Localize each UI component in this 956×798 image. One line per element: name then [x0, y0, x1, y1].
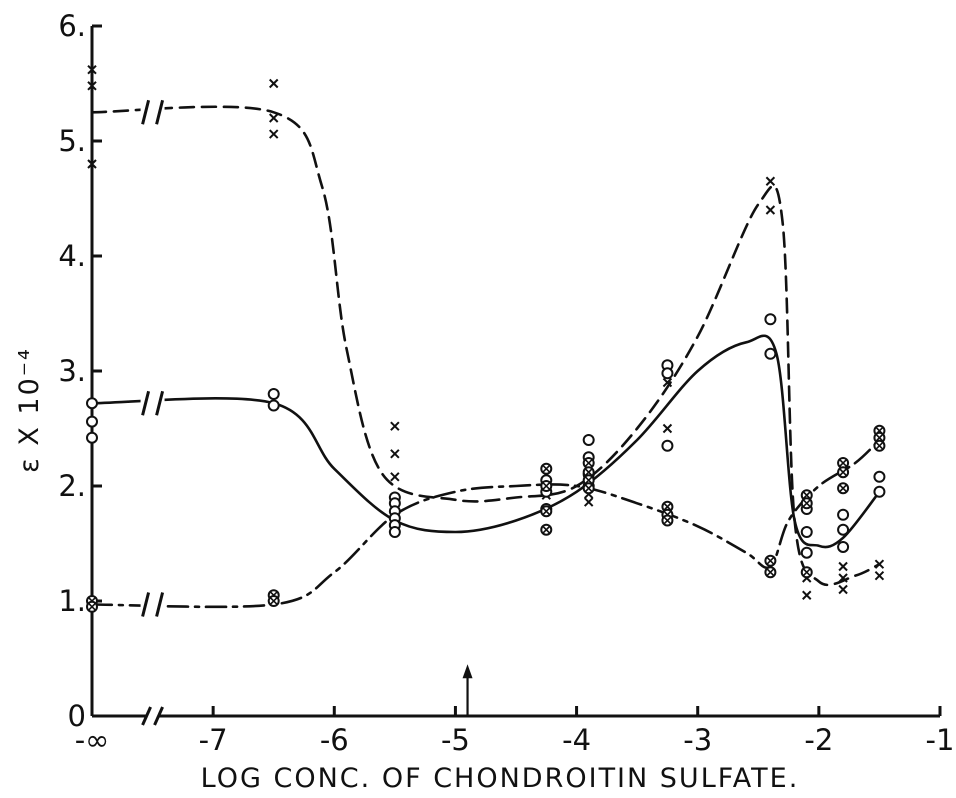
series-1-point — [874, 559, 885, 569]
y-tick-label: 5. — [58, 124, 86, 158]
series-3-point — [582, 466, 595, 479]
series-curves — [90, 98, 881, 619]
series-3-point — [873, 439, 886, 452]
series-2-point — [661, 439, 674, 452]
series-3-point — [86, 600, 98, 613]
x-tick-label: -3 — [683, 723, 712, 757]
curve-break-mark — [141, 592, 151, 617]
curve-break-mark — [141, 99, 151, 125]
x-tick-label: -2 — [804, 723, 833, 757]
series-1-point — [838, 573, 848, 583]
chart-labels: LOG CONC. OF CHONDROITIN SULFATE. ε X 10… — [14, 347, 800, 794]
series-1-point — [87, 159, 97, 169]
series-1-point — [662, 377, 673, 388]
series-3-point — [800, 497, 813, 510]
series-2-point — [800, 526, 813, 538]
chart-annotations — [462, 664, 473, 716]
series-2-point — [582, 434, 595, 446]
curve-break-mark — [155, 390, 165, 416]
series-2-point — [764, 313, 777, 326]
x-tick-label: -4 — [562, 723, 591, 757]
series-3-point — [540, 480, 553, 492]
series-1-point — [765, 205, 776, 215]
series-1-point — [765, 176, 776, 186]
series-3-point — [267, 595, 280, 607]
curve-break-mark — [155, 592, 165, 617]
series-2-point — [267, 399, 280, 412]
series-1-point — [269, 113, 279, 123]
x-tick-label: -∞ — [75, 723, 110, 757]
series-1-point — [269, 129, 279, 139]
y-tick-label: 3. — [58, 354, 86, 388]
series-markers — [86, 64, 886, 613]
series-3-curve — [90, 438, 881, 609]
curve-break-mark — [155, 99, 165, 125]
y-axis-title: ε X 10⁻⁴ — [14, 347, 45, 473]
y-tick-label: 6. — [58, 9, 86, 43]
series-1-point — [390, 421, 400, 431]
curve-break-mark — [141, 390, 151, 416]
series-2-point — [267, 388, 280, 400]
series-2-point — [388, 526, 401, 538]
series-3-point — [764, 566, 777, 579]
series-3-point — [540, 462, 553, 475]
series-2-point — [837, 540, 850, 553]
series-3-point — [661, 514, 674, 527]
series-3-point — [540, 523, 553, 536]
x-tick-label: -1 — [926, 723, 955, 757]
x-axis-title: LOG CONC. OF CHONDROITIN SULFATE. — [201, 763, 800, 794]
x-tick-label: -7 — [199, 723, 228, 757]
x-tick-label: -5 — [441, 723, 470, 757]
series-1-point — [802, 590, 812, 600]
arrow-annotation-head — [462, 664, 473, 679]
y-tick-label: 0 — [68, 699, 86, 733]
series-1-curve — [90, 105, 881, 587]
series-1-point — [838, 584, 848, 595]
series-3-point — [582, 482, 595, 495]
x-axis-break-mark — [141, 706, 152, 726]
series-2-point — [800, 546, 813, 559]
series-3-point — [837, 466, 850, 479]
x-tick-label: -6 — [320, 723, 349, 757]
series-2-curve — [90, 334, 881, 549]
series-2-point — [764, 347, 777, 360]
y-tick-label: 4. — [58, 239, 86, 273]
chart-axes: 0 1. 2. 3. 4. 5. 6. -∞ -7 -6 -5 -4 -3 -2 -1 — [58, 9, 954, 757]
series-1-point — [662, 423, 673, 434]
series-2-point — [86, 431, 98, 444]
series-2-point — [86, 397, 98, 410]
series-1-point — [838, 561, 848, 572]
x-axis-break-mark — [153, 706, 164, 726]
series-2-point — [837, 508, 850, 521]
series-1-point — [390, 472, 400, 482]
series-3-point — [764, 554, 777, 567]
series-2-point — [873, 485, 886, 498]
series-1-point — [874, 570, 885, 581]
series-2-point — [86, 415, 98, 428]
y-tick-label: 2. — [58, 469, 86, 503]
series-2-point — [837, 523, 850, 536]
y-tick-label: 1. — [58, 584, 86, 618]
series-3-point — [837, 482, 850, 495]
series-1-point — [269, 78, 279, 89]
series-3-point — [540, 505, 553, 518]
series-1-point — [390, 449, 400, 459]
series-3-point — [800, 566, 813, 579]
series-1-point — [87, 64, 97, 75]
series-2-point — [873, 470, 886, 483]
series-2-point — [661, 367, 674, 380]
series-1-point — [87, 81, 97, 91]
series-1-point — [583, 497, 594, 507]
series-3-point — [661, 500, 674, 513]
